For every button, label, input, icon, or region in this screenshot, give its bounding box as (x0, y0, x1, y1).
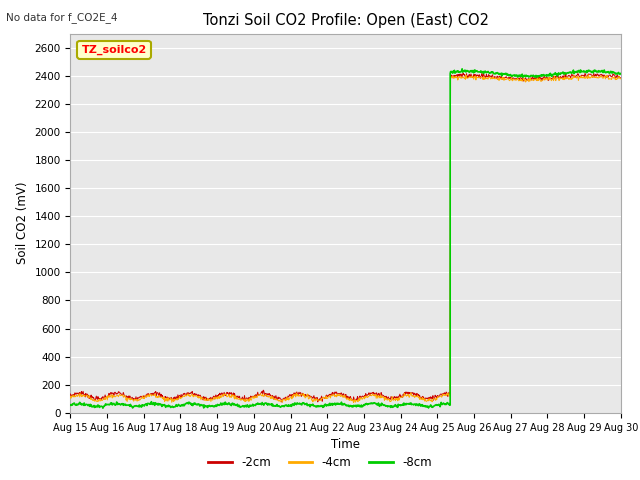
Legend: -2cm, -4cm, -8cm: -2cm, -4cm, -8cm (204, 452, 436, 474)
Text: No data for f_CO2E_4: No data for f_CO2E_4 (6, 12, 118, 23)
Legend:  (77, 40, 151, 59)
Y-axis label: Soil CO2 (mV): Soil CO2 (mV) (16, 182, 29, 264)
Title: Tonzi Soil CO2 Profile: Open (East) CO2: Tonzi Soil CO2 Profile: Open (East) CO2 (203, 13, 488, 28)
X-axis label: Time: Time (331, 438, 360, 451)
